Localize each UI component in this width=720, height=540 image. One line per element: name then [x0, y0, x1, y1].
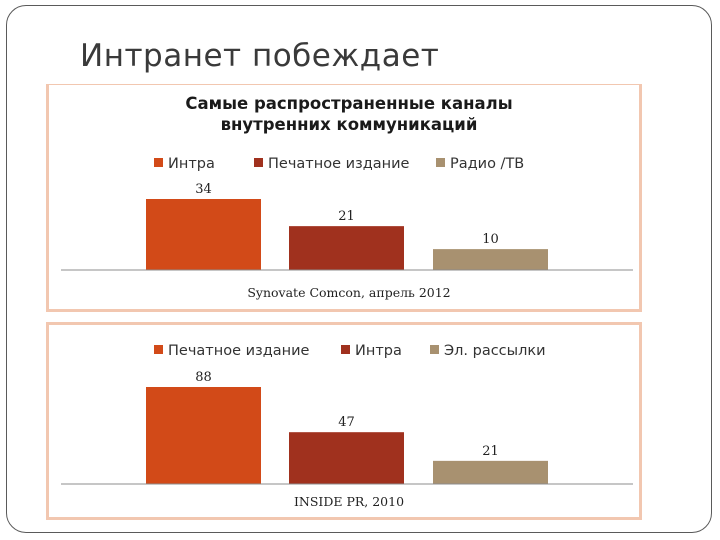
- value-label-3: 10: [482, 232, 499, 247]
- legend-swatch-1: [254, 158, 263, 167]
- chart-bottom-bars: 88 47 21: [146, 370, 548, 484]
- chart-top-source: Synovate Comcon, апрель 2012: [247, 285, 450, 300]
- chart-top-title-line-2: внутренних коммуникаций: [221, 115, 478, 134]
- bar-1: [146, 387, 261, 484]
- value-label-1: 34: [195, 182, 212, 197]
- chart-top-legend: Интра Печатное издание Радио /ТВ: [154, 156, 524, 172]
- value-label-2: 47: [338, 415, 355, 430]
- legend-label-1: Печатное издание: [268, 156, 410, 172]
- chart-top-svg: Самые распространенные каналы внутренних…: [61, 94, 633, 300]
- bar-3: [433, 249, 548, 270]
- bar-2: [289, 226, 404, 270]
- chart-bottom-svg: Печатное издание Интра Эл. рассылки 88 47…: [61, 343, 633, 509]
- legend-swatch-2: [430, 345, 439, 354]
- chart-bottom: Печатное издание Интра Эл. рассылки 88 47…: [46, 322, 642, 520]
- legend-swatch-2: [436, 158, 445, 167]
- legend-swatch-0: [154, 345, 163, 354]
- slide-title: Интранет побеждает: [80, 38, 440, 74]
- legend-label-1: Интра: [355, 343, 402, 359]
- bar-2: [289, 432, 404, 484]
- chart-top-title-line-1: Самые распространенные каналы: [185, 94, 512, 113]
- chart-bottom-legend: Печатное издание Интра Эл. рассылки: [154, 343, 546, 359]
- chart-top-bars: 34 21 10: [146, 182, 548, 270]
- legend-label-0: Интра: [168, 156, 215, 172]
- legend-label-0: Печатное издание: [168, 343, 310, 359]
- value-label-3: 21: [482, 444, 499, 459]
- bar-1: [146, 199, 261, 270]
- legend-swatch-0: [154, 158, 163, 167]
- legend-swatch-1: [341, 345, 350, 354]
- bar-3: [433, 460, 548, 484]
- value-label-1: 88: [195, 370, 212, 385]
- legend-label-2: Радио /ТВ: [450, 156, 524, 172]
- chart-bottom-source: INSIDE PR, 2010: [294, 494, 404, 509]
- legend-label-2: Эл. рассылки: [444, 343, 546, 359]
- chart-top: Самые распространенные каналы внутренних…: [46, 84, 642, 312]
- value-label-2: 21: [338, 209, 355, 224]
